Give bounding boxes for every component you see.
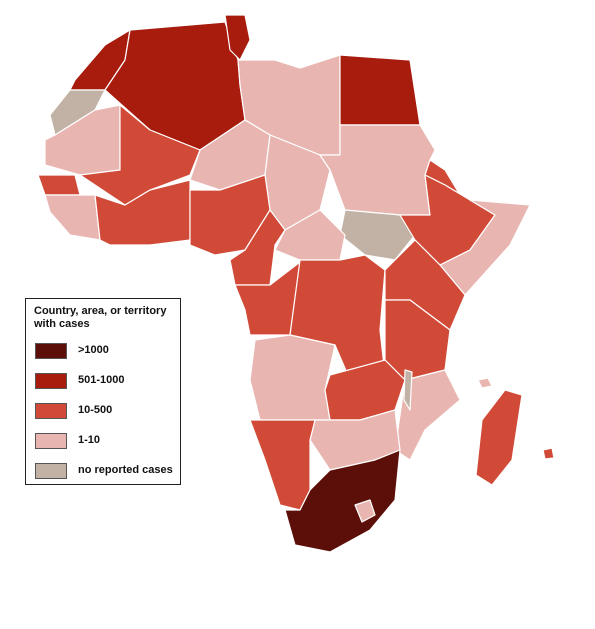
legend: Country, area, or territory with cases >… xyxy=(25,298,181,485)
legend-swatch xyxy=(35,433,67,449)
country xyxy=(403,369,413,411)
legend-swatch xyxy=(35,403,67,419)
country xyxy=(44,194,101,241)
country xyxy=(475,389,523,486)
country xyxy=(224,14,251,61)
country xyxy=(354,499,376,523)
country xyxy=(542,447,555,460)
country xyxy=(477,377,493,389)
legend-item: >1000 xyxy=(35,343,175,359)
country xyxy=(49,89,106,136)
legend-label: 10-500 xyxy=(78,404,113,416)
country xyxy=(229,209,286,286)
country xyxy=(249,419,316,511)
legend-swatch xyxy=(35,463,67,479)
legend-label: 1-10 xyxy=(78,434,101,446)
country xyxy=(249,334,336,421)
legend-swatch xyxy=(35,343,67,359)
legend-label: 501-1000 xyxy=(78,374,125,386)
legend-item: 10-500 xyxy=(35,403,175,419)
legend-label: >1000 xyxy=(78,344,109,356)
country xyxy=(339,54,421,126)
legend-item: no reported cases xyxy=(35,463,175,479)
legend-label: no reported cases xyxy=(78,464,173,476)
legend-item: 501-1000 xyxy=(35,373,175,389)
country xyxy=(37,174,81,196)
legend-title: Country, area, or territory with cases xyxy=(34,305,167,330)
legend-swatch xyxy=(35,373,67,389)
countries xyxy=(37,14,555,553)
country xyxy=(284,449,401,553)
legend-item: 1-10 xyxy=(35,433,175,449)
